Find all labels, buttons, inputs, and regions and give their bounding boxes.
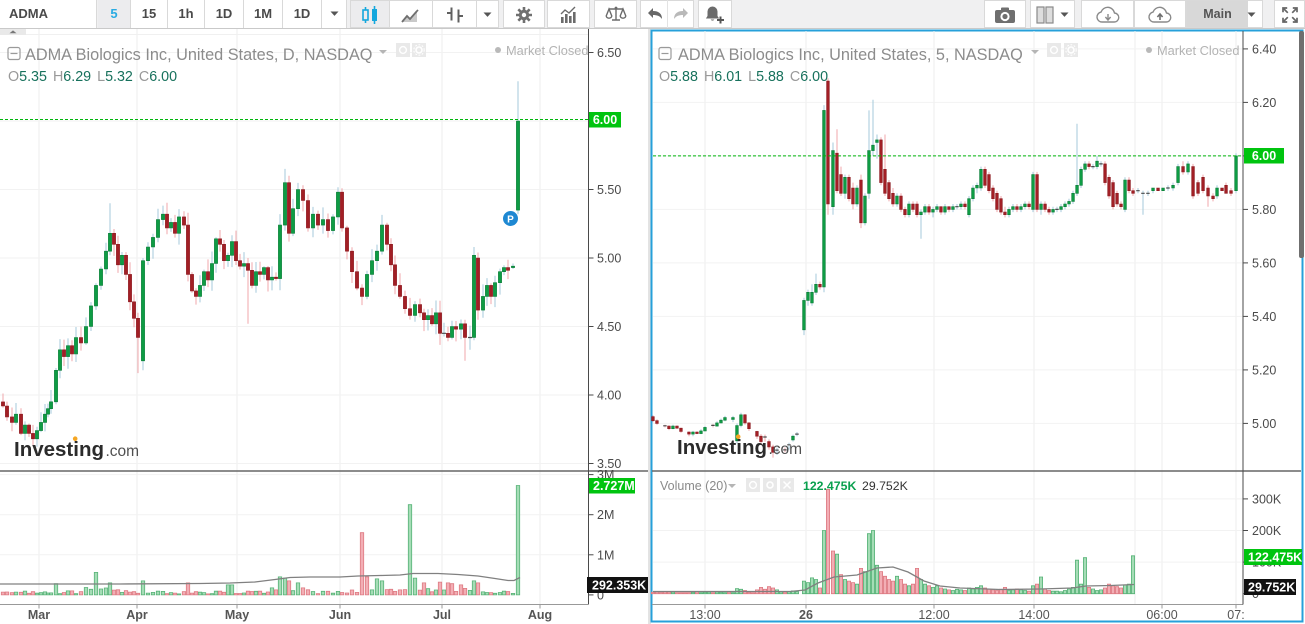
svg-text:6.00: 6.00 (1252, 149, 1276, 163)
svg-text:5.50: 5.50 (597, 183, 621, 197)
svg-text:Aug: Aug (528, 608, 552, 622)
svg-text:6.20: 6.20 (1252, 96, 1276, 110)
svg-text:3.50: 3.50 (597, 457, 621, 471)
svg-text:Market Closed: Market Closed (1157, 43, 1240, 58)
svg-text:4.50: 4.50 (597, 320, 621, 334)
svg-text:12:00: 12:00 (918, 608, 949, 622)
svg-text:26: 26 (799, 608, 813, 622)
svg-text:29.752K: 29.752K (1248, 581, 1295, 595)
svg-text:5.00: 5.00 (1252, 417, 1276, 431)
svg-text:300K: 300K (1252, 492, 1282, 506)
svg-text:Jul: Jul (433, 608, 451, 622)
svg-text:May: May (225, 608, 249, 622)
svg-text:Mar: Mar (28, 608, 50, 622)
svg-text:5.20: 5.20 (1252, 363, 1276, 377)
svg-text:122.475K: 122.475K (803, 479, 856, 493)
svg-text:4.00: 4.00 (597, 389, 621, 403)
svg-text:Investing: Investing (14, 438, 104, 461)
svg-text:.com: .com (106, 443, 140, 460)
svg-text:14:00: 14:00 (1018, 608, 1049, 622)
svg-text:Jun: Jun (329, 608, 351, 622)
svg-text:0: 0 (597, 588, 604, 602)
svg-text:2M: 2M (597, 508, 614, 522)
svg-text:292.353K: 292.353K (592, 579, 646, 593)
svg-text:5.40: 5.40 (1252, 310, 1276, 324)
svg-text:6.00: 6.00 (593, 113, 617, 127)
svg-text:07:: 07: (1227, 608, 1244, 622)
svg-text:2.727M: 2.727M (593, 479, 635, 493)
svg-text:Apr: Apr (126, 608, 148, 622)
svg-text:29.752K: 29.752K (862, 479, 909, 493)
svg-text:.com: .com (769, 441, 803, 458)
svg-text:5.80: 5.80 (1252, 203, 1276, 217)
svg-text:6.50: 6.50 (597, 46, 621, 60)
svg-text:1M: 1M (597, 548, 614, 562)
svg-text:Market Closed: Market Closed (506, 43, 589, 58)
svg-text:06:00: 06:00 (1146, 608, 1177, 622)
svg-text:122.475K: 122.475K (1248, 551, 1302, 565)
svg-text:200K: 200K (1252, 524, 1282, 538)
svg-text:Investing: Investing (677, 436, 767, 459)
svg-text:5.60: 5.60 (1252, 256, 1276, 270)
svg-text:P: P (507, 214, 514, 225)
svg-text:ADMA Biologics Inc, United Sta: ADMA Biologics Inc, United States, D, NA… (25, 46, 372, 64)
svg-text:6.40: 6.40 (1252, 42, 1276, 56)
svg-text:Volume (20): Volume (20) (660, 479, 727, 493)
svg-text:ADMA Biologics Inc, United Sta: ADMA Biologics Inc, United States, 5, NA… (678, 46, 1023, 64)
svg-text:5.00: 5.00 (597, 252, 621, 266)
svg-text:13:00: 13:00 (689, 608, 720, 622)
